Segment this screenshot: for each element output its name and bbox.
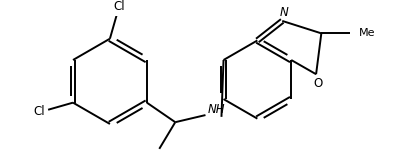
Text: Me: Me [359,28,375,38]
Text: Cl: Cl [34,105,45,118]
Text: O: O [313,77,322,90]
Text: NH: NH [207,103,225,116]
Text: Cl: Cl [113,0,124,13]
Text: N: N [280,5,288,19]
